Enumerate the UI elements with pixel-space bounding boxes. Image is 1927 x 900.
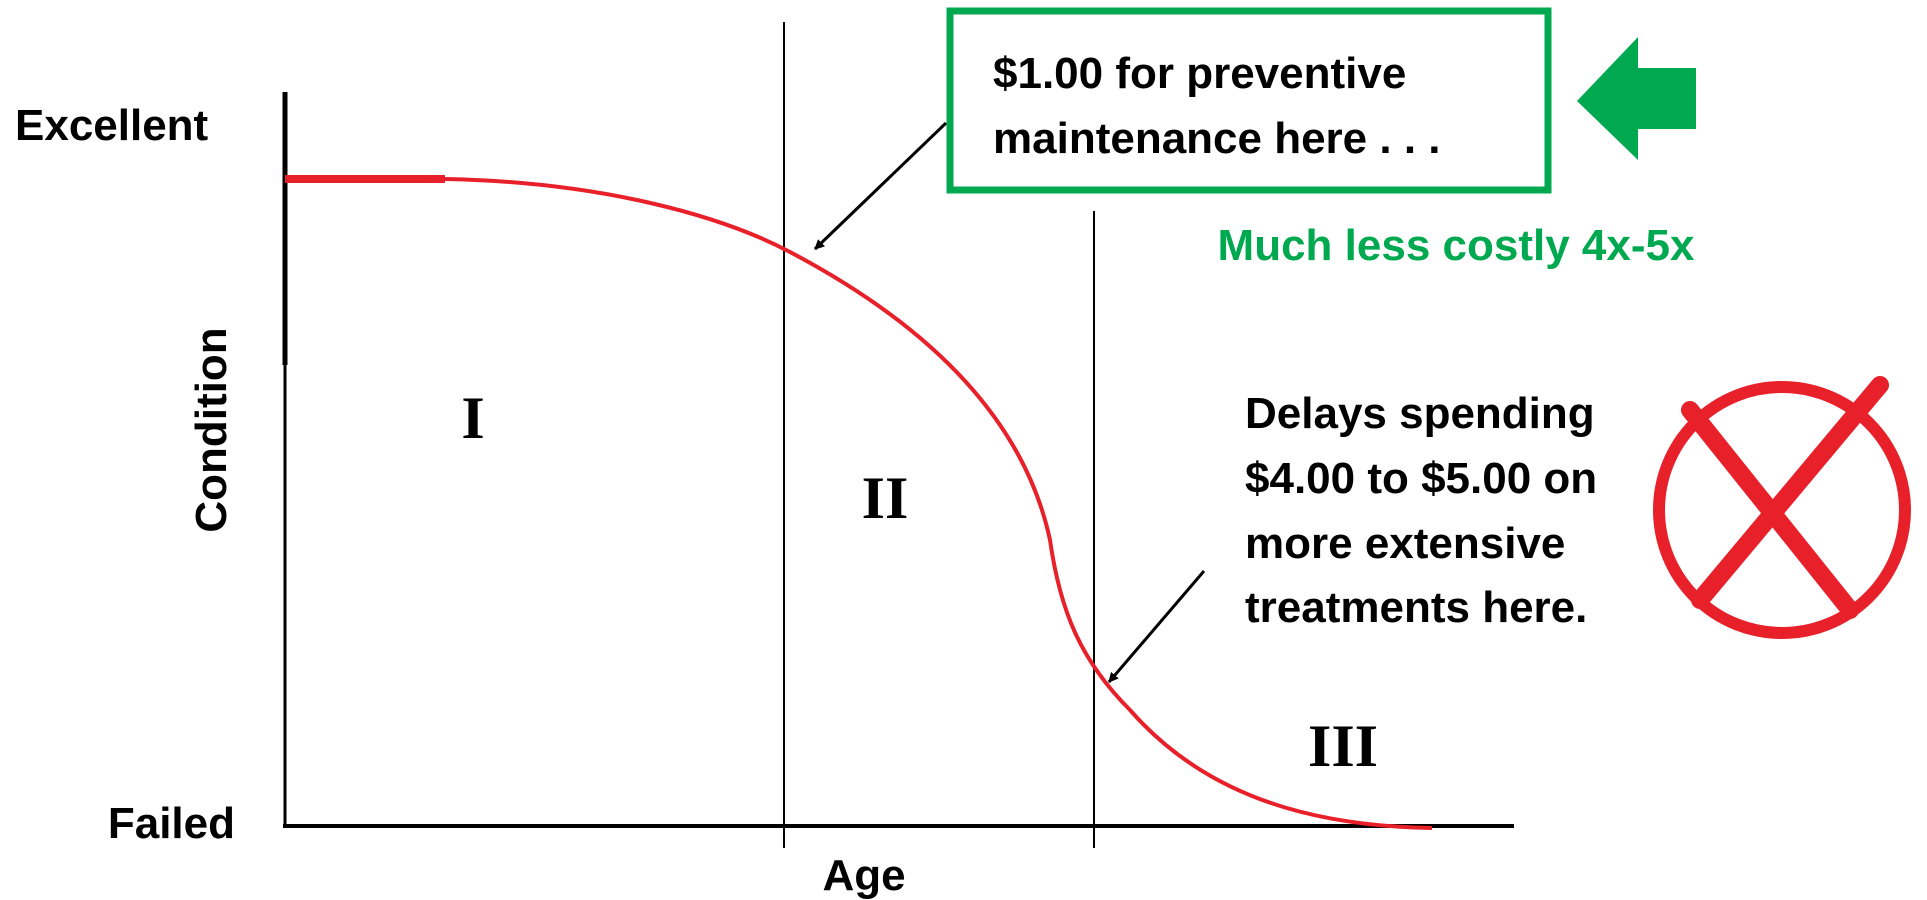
y-top-label: Excellent (15, 101, 209, 150)
green-arrow (1577, 37, 1696, 160)
callout-note: Much less costly 4x-5x (1218, 221, 1695, 270)
callout-text: $4.00 to $5.00 on (1245, 454, 1597, 503)
pointer-arrow (813, 121, 948, 251)
pointer-arrow (1107, 570, 1206, 683)
reject-cross (1691, 376, 1889, 609)
callout-text: more extensive (1245, 519, 1565, 568)
zone-label: II (862, 465, 909, 531)
callout-text: $1.00 for preventive (993, 49, 1406, 98)
y-axis-label: Condition (187, 327, 236, 532)
callout-text: Delays spending (1245, 389, 1595, 438)
callout-text: treatments here. (1245, 583, 1587, 632)
zone-label: I (461, 385, 484, 451)
zone-label: III (1308, 713, 1378, 779)
reject-circle (1653, 381, 1911, 639)
y-bottom-label: Failed (108, 799, 235, 848)
callout-text: maintenance here . . . (993, 114, 1441, 163)
x-axis-label: Age (822, 851, 905, 900)
callout-box (946, 7, 1552, 194)
condition-curve (444, 177, 1433, 830)
